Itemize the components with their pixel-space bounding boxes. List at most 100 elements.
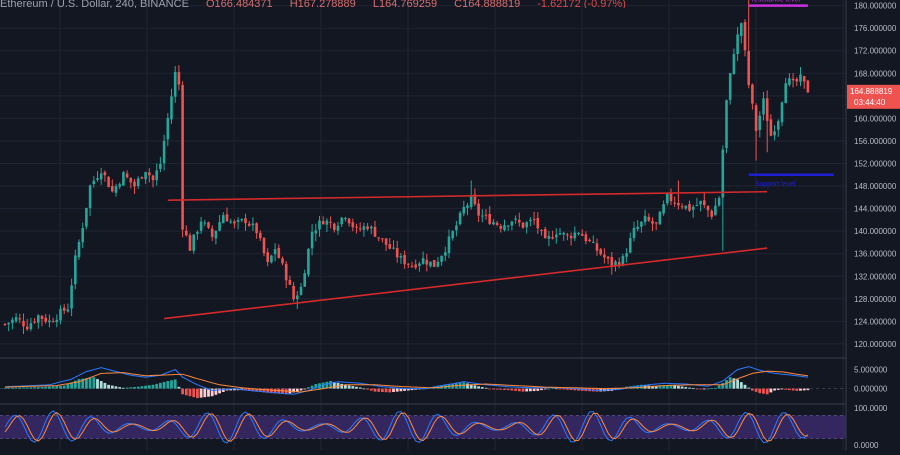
macd-histogram-bar [665, 385, 669, 389]
macd-histogram-bar [151, 384, 155, 389]
macd-histogram-bar [728, 377, 732, 389]
candle-body [336, 225, 340, 231]
candle-body [33, 321, 36, 323]
candle-body [14, 317, 18, 322]
macd-histogram-bar [344, 384, 347, 389]
macd-histogram-bar [233, 388, 236, 391]
macd-histogram-bar [762, 388, 765, 394]
ohlc-low: L164.769259 [372, 0, 438, 8]
macd-histogram-bar [292, 388, 295, 393]
candle-body [499, 226, 503, 229]
candle-body [395, 248, 399, 258]
macd-histogram-bar [743, 384, 747, 389]
candle-body [37, 315, 40, 323]
candle-body [218, 222, 221, 231]
candle-body [458, 212, 462, 225]
trendline-overlays[interactable]: resistance level Support level [164, 0, 834, 320]
macd-histogram-bar [107, 384, 110, 389]
candle-body [77, 241, 81, 258]
candle-body [543, 228, 547, 239]
candle-body [769, 119, 773, 136]
candle-body [48, 320, 51, 323]
macd-histogram-bar [769, 388, 773, 393]
macd-histogram-bar [33, 387, 36, 389]
candle-body [144, 171, 147, 180]
main-price-pane[interactable] [3, 0, 810, 334]
macd-histogram-bar [381, 388, 384, 393]
macd-histogram-bar [706, 388, 710, 390]
candle-body [85, 207, 88, 227]
stoch-tick-label: 100.0000 [854, 404, 888, 413]
candle-body [610, 257, 614, 268]
macd-histogram-bar [221, 388, 225, 392]
candle-body [125, 173, 129, 178]
macd-histogram-bar [3, 387, 7, 389]
candle-body [695, 205, 699, 207]
candle-body [777, 121, 780, 130]
candle-body [455, 225, 458, 231]
candle-body [358, 228, 362, 230]
candle-body [495, 222, 499, 225]
candle-body [540, 229, 543, 231]
macd-histogram-bar [11, 387, 14, 389]
candle-body [118, 184, 121, 187]
macd-histogram-bar [791, 388, 795, 391]
price-tick-label: 156.000000 [854, 137, 897, 146]
candle-body [225, 214, 229, 222]
candle-body [99, 173, 103, 180]
candle-body [270, 255, 273, 263]
candle-body [669, 192, 673, 202]
stoch-rsi-pane[interactable] [0, 410, 846, 444]
macd-pane[interactable] [0, 366, 846, 399]
candle-body [736, 34, 739, 55]
macd-histogram-bar [366, 388, 369, 390]
resistance-label: resistance level [752, 0, 801, 4]
macd-histogram-bar [684, 387, 688, 389]
candle-body [802, 76, 806, 82]
price-tick-label: 168.000000 [854, 69, 897, 78]
candle-body [728, 73, 732, 100]
macd-histogram-bar [492, 388, 495, 390]
macd-histogram-bar [514, 388, 517, 391]
candle-body [277, 247, 281, 258]
macd-histogram-bar [488, 388, 492, 390]
macd-histogram-bar [780, 388, 784, 390]
stoch-k-line [4, 410, 809, 444]
candle-body [155, 170, 158, 181]
macd-histogram-bar [540, 388, 543, 391]
macd-histogram-bar [85, 378, 88, 389]
candle-body [614, 261, 617, 266]
macd-histogram-bar [55, 386, 59, 389]
price-axis[interactable]: 180.000000 176.000000 172.000000 168.000000… [847, 2, 900, 450]
candle-body [492, 222, 495, 225]
candle-body [325, 220, 329, 225]
candle-body [3, 323, 7, 325]
macd-histogram-bar [192, 388, 196, 398]
candle-body [643, 216, 647, 223]
price-tick-label: 152.000000 [854, 159, 897, 168]
macd-histogram-bar [303, 388, 307, 390]
macd-histogram-bar [251, 388, 255, 392]
candle-body [88, 185, 92, 209]
candle-body [481, 215, 484, 217]
macd-histogram-bar [125, 387, 129, 389]
macd-histogram-bar [562, 388, 566, 390]
price-tick-label: 172.000000 [854, 47, 897, 56]
candle-body [381, 238, 384, 240]
macd-histogram-bar [277, 388, 281, 394]
candle-body [617, 262, 621, 266]
macd-histogram-bar [403, 388, 406, 391]
macd-histogram-bar [70, 382, 73, 389]
candle-body [236, 220, 240, 222]
candle-body [566, 234, 569, 236]
candle-body [510, 221, 514, 226]
macd-histogram-bar [495, 388, 499, 390]
macd-tick-label: 0.000000 [854, 385, 888, 394]
trendline-upper[interactable] [167, 190, 768, 201]
macd-histogram-bar [18, 387, 22, 389]
trendline-lower[interactable] [164, 247, 768, 320]
macd-histogram-bar [506, 388, 510, 391]
macd-histogram-bar [784, 388, 788, 390]
